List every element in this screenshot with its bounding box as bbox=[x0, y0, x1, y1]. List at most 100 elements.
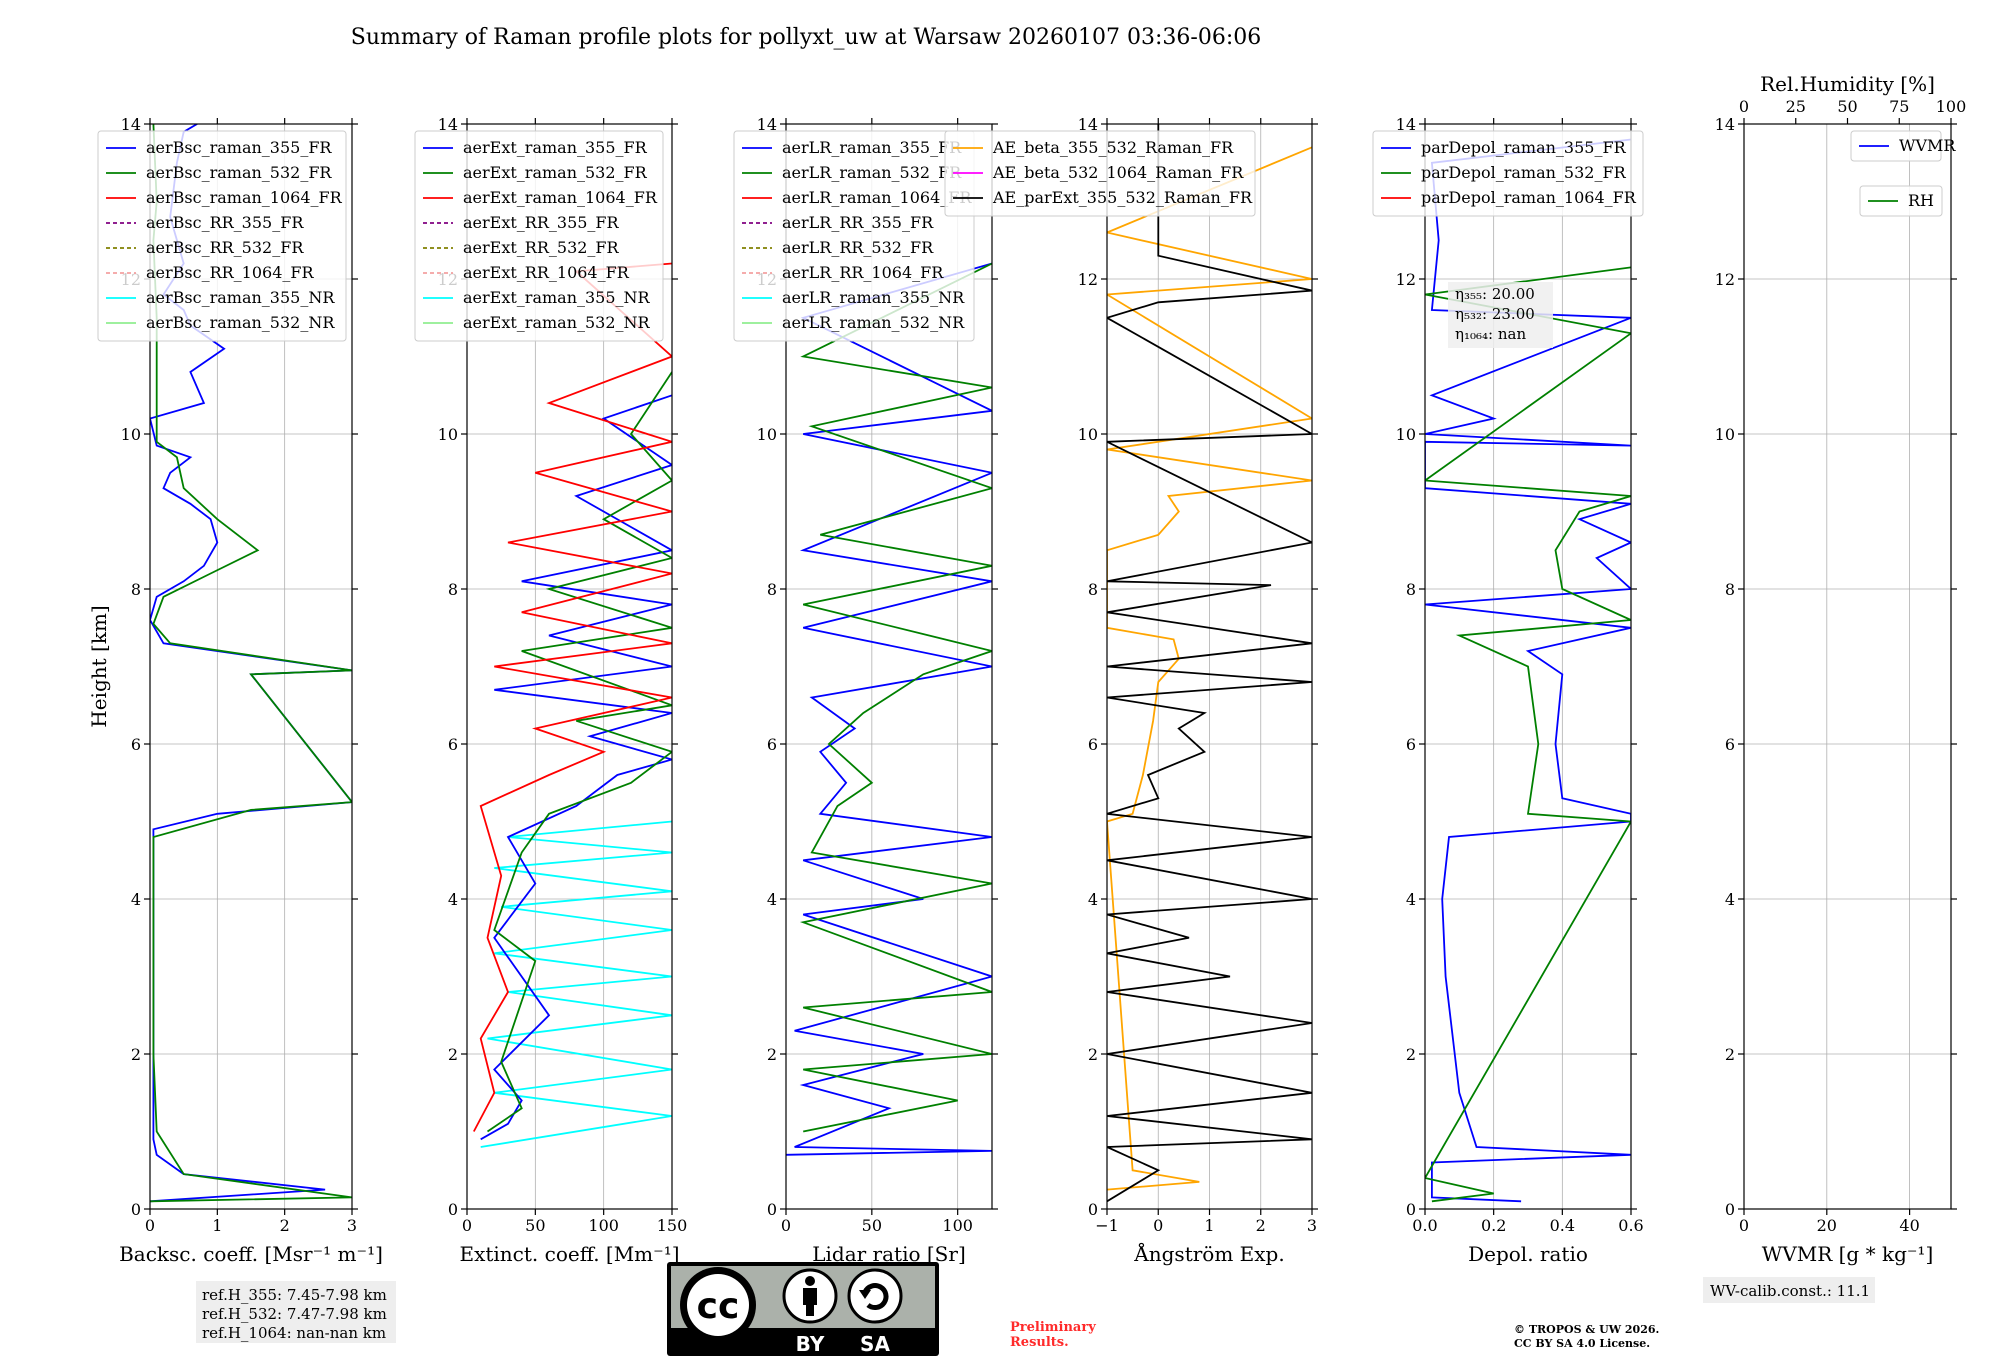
legend-label: aerLR_raman_1064_FR bbox=[782, 188, 972, 207]
ytick-label: 4 bbox=[131, 890, 141, 909]
ytick-label: 8 bbox=[1406, 580, 1416, 599]
ytick-label: 8 bbox=[1725, 580, 1735, 599]
series-AE_beta_355_532_Raman_FR bbox=[1107, 146, 1312, 1191]
legend-label: aerBsc_raman_1064_FR bbox=[146, 188, 343, 207]
ref-h-532: ref.H_532: 7.47-7.98 km bbox=[202, 1305, 387, 1323]
ytick-label: 0 bbox=[767, 1200, 777, 1219]
ytick-label: 10 bbox=[1715, 425, 1735, 444]
legend-6: WVMR RH bbox=[1850, 130, 1956, 217]
top-xtick-label: 25 bbox=[1786, 97, 1806, 116]
legend-4: AE_beta_355_532_Raman_FR AE_beta_532_1064… bbox=[944, 130, 1256, 217]
legend-label: AE_parExt_355_532_Raman_FR bbox=[992, 188, 1253, 207]
legend-label: aerBsc_raman_532_NR bbox=[146, 313, 335, 332]
cc-logo-text: cc bbox=[697, 1286, 740, 1327]
ytick-label: 14 bbox=[757, 115, 777, 134]
ytick-label: 6 bbox=[1088, 735, 1098, 754]
ytick-label: 2 bbox=[767, 1045, 777, 1064]
series-aerLR_raman_532_FR bbox=[799, 262, 992, 1133]
legend-box bbox=[733, 130, 975, 342]
eta-box-bg bbox=[1448, 282, 1553, 348]
axes-frame bbox=[785, 123, 993, 1210]
x-axis-label: Extinct. coeff. [Mm⁻¹] bbox=[459, 1242, 679, 1266]
ytick-label: 2 bbox=[131, 1045, 141, 1064]
eta-box: η₃₅₅: 20.00 η₅₃₂: 23.00 η₁₀₆₄: nan bbox=[1448, 282, 1553, 348]
copyright-line2: CC BY SA 4.0 License. bbox=[1514, 1337, 1650, 1350]
ytick-label: 8 bbox=[448, 580, 458, 599]
x-axis-label: Backsc. coeff. [Msr⁻¹ m⁻¹] bbox=[119, 1242, 383, 1266]
cc-by-label: BY bbox=[796, 1332, 825, 1356]
eta-355: η₃₅₅: 20.00 bbox=[1455, 285, 1535, 303]
xtick-label: 50 bbox=[525, 1216, 545, 1235]
ytick-label: 4 bbox=[1725, 890, 1735, 909]
xtick-label: 50 bbox=[862, 1216, 882, 1235]
cc-by-sa-badge[interactable]: cc BY SA bbox=[667, 1262, 939, 1356]
xtick-label: 1 bbox=[212, 1216, 222, 1235]
wv-calib-box-bg bbox=[1703, 1277, 1875, 1303]
x-axis-label: Ångström Exp. bbox=[1133, 1241, 1284, 1266]
series-aerExt_raman_532_FR bbox=[486, 371, 672, 1133]
wv-calib-const: WV-calib.const.: 11.1 bbox=[1710, 1282, 1870, 1300]
xtick-label: 0.2 bbox=[1481, 1216, 1506, 1235]
xtick-label: 0.6 bbox=[1618, 1216, 1643, 1235]
ref-h-1064: ref.H_1064: nan-nan km bbox=[202, 1324, 386, 1342]
panel-6: 0 20 40 0 2 4 6 8 10 12 14 WVMR [g * kg⁻¹] 0 25 50 75 10… bbox=[1715, 72, 1967, 1266]
preliminary-line1: Preliminary bbox=[1010, 1320, 1096, 1335]
eta-532: η₅₃₂: 23.00 bbox=[1455, 305, 1535, 323]
ytick-label: 6 bbox=[1406, 735, 1416, 754]
ytick-label: 0 bbox=[448, 1200, 458, 1219]
legend-box bbox=[414, 130, 664, 342]
ytick-label: 6 bbox=[131, 735, 141, 754]
xtick-label: 2 bbox=[1256, 1216, 1266, 1235]
series-aerBsc_raman_532_FR bbox=[150, 124, 352, 1203]
ytick-label: 2 bbox=[1406, 1045, 1416, 1064]
ref-height-box-bg bbox=[196, 1281, 396, 1343]
legend-1: aerBsc_raman_355_FR aerBsc_raman_532_FRae… bbox=[97, 130, 347, 342]
top-xtick-label: 75 bbox=[1889, 97, 1909, 116]
ytick-label: 8 bbox=[1088, 580, 1098, 599]
legend-box bbox=[1372, 130, 1644, 217]
panel-5: 0.0 0.2 0.4 0.6 0 2 4 6 8 10 12 14 Depol. ratio parDe… bbox=[1372, 115, 1644, 1266]
preliminary-line2: Results. bbox=[1010, 1335, 1069, 1350]
ytick-label: 6 bbox=[448, 735, 458, 754]
ytick-label: 10 bbox=[438, 425, 458, 444]
xtick-label: 0 bbox=[462, 1216, 472, 1235]
xtick-label: 100 bbox=[588, 1216, 619, 1235]
ytick-label: 4 bbox=[448, 890, 458, 909]
top-xtick-label: 50 bbox=[1837, 97, 1857, 116]
series-group-4 bbox=[1107, 124, 1312, 1203]
legend-label: aerExt_raman_1064_FR bbox=[463, 188, 658, 207]
ytick-label: 2 bbox=[1088, 1045, 1098, 1064]
legend-label: aerBsc_raman_532_FR bbox=[146, 163, 332, 182]
legend-label: aerLR_RR_1064_FR bbox=[782, 263, 944, 282]
legend-2: aerExt_raman_355_FR aerExt_raman_532_FRae… bbox=[414, 130, 664, 342]
legend-box bbox=[1850, 130, 1942, 162]
series-AE_parExt_355_532_Raman_FR bbox=[1107, 124, 1312, 1203]
legend-5: parDepol_raman_355_FR parDepol_raman_532_… bbox=[1372, 130, 1644, 217]
axes-frame bbox=[149, 123, 353, 1210]
xtick-label: 0 bbox=[781, 1216, 791, 1235]
series-parDepol_raman_355_FR bbox=[1425, 138, 1631, 1203]
xtick-label: 20 bbox=[1817, 1216, 1837, 1235]
xtick-label: 0.4 bbox=[1550, 1216, 1575, 1235]
legend-label: RH bbox=[1908, 191, 1934, 210]
panel-1: 012302468101214Backsc. coeff. [Msr⁻¹ m⁻¹… bbox=[87, 115, 383, 1266]
xtick-label: 0 bbox=[1153, 1216, 1163, 1235]
ytick-label: 8 bbox=[767, 580, 777, 599]
sa-icon bbox=[847, 1268, 903, 1324]
ytick-label: 14 bbox=[1715, 115, 1735, 134]
by-icon bbox=[782, 1268, 838, 1324]
xtick-label: 1 bbox=[1204, 1216, 1214, 1235]
xtick-label: 3 bbox=[1307, 1216, 1317, 1235]
xtick-label: 0.0 bbox=[1412, 1216, 1437, 1235]
legend-label: parDepol_raman_1064_FR bbox=[1421, 188, 1637, 207]
ytick-label: 10 bbox=[121, 425, 141, 444]
legend-label: aerExt_RR_1064_FR bbox=[463, 263, 630, 282]
ytick-label: 12 bbox=[1715, 270, 1735, 289]
legend-label: aerBsc_RR_355_FR bbox=[146, 213, 304, 232]
ytick-label: 0 bbox=[131, 1200, 141, 1219]
legend-label: aerBsc_RR_1064_FR bbox=[146, 263, 315, 282]
panel-2: 05010015002468101214Extinct. coeff. [Mm⁻… bbox=[414, 115, 687, 1266]
ytick-label: 0 bbox=[1725, 1200, 1735, 1219]
x-axis-label: WVMR [g * kg⁻¹] bbox=[1762, 1242, 1934, 1266]
legend-label: aerLR_RR_355_FR bbox=[782, 213, 934, 232]
